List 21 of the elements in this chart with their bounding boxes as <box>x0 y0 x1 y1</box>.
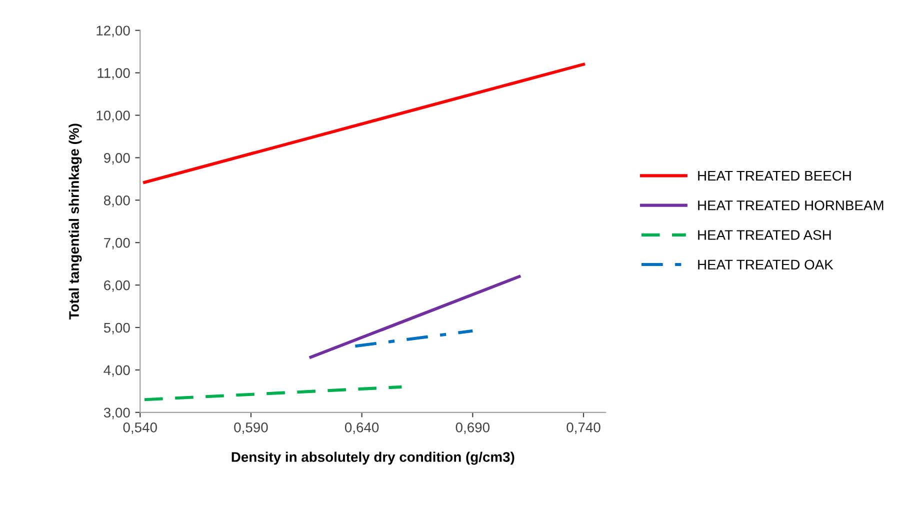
y-tick-label: 11,00 <box>98 68 130 80</box>
y-tick-label: 9,00 <box>104 153 130 165</box>
x-tick-label: 0,690 <box>456 422 490 434</box>
y-tick-label: 5,00 <box>104 322 130 334</box>
x-tick-label: 0,590 <box>234 422 268 434</box>
x-axis-title: Density in absolutely dry condition (g/cm3) <box>232 452 514 465</box>
x-tick-label: 0,740 <box>566 422 600 434</box>
y-tick-label: 7,00 <box>104 238 130 250</box>
legend-label: HEAT TREATED HORNBEAM <box>698 200 884 210</box>
y-tick-label: 10,00 <box>96 110 130 122</box>
legend-label: HEAT TREATED OAK <box>698 260 834 270</box>
y-tick-label: 12,00 <box>96 26 130 38</box>
y-tick-label: 6,00 <box>104 280 130 292</box>
legend-label: HEAT TREATED ASH <box>698 230 831 240</box>
x-tick-label: 0,540 <box>123 422 157 434</box>
y-tick-label: 3,00 <box>104 408 130 420</box>
y-axis-title: Total tangential shrinkage (%) <box>68 124 82 320</box>
y-tick-label: 4,00 <box>104 365 130 377</box>
y-tick-label: 8,00 <box>104 195 130 207</box>
legend-label: HEAT TREATED BEECH <box>698 170 851 181</box>
x-tick-label: 0,640 <box>344 422 379 434</box>
